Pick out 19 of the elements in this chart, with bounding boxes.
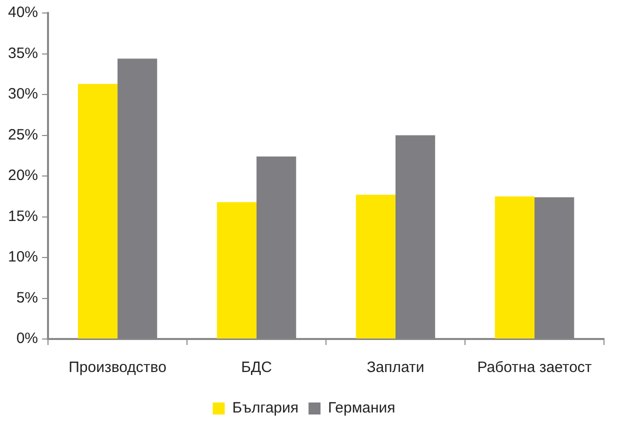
x-tick-label: Работна заетост (477, 359, 592, 376)
bar (356, 194, 396, 338)
y-tick-label: 10% (8, 248, 38, 266)
y-tick-label: 15% (8, 208, 38, 225)
y-tick-label: 20% (8, 167, 38, 184)
x-tick-label: БДС (241, 359, 272, 376)
y-tick-label: 30% (8, 86, 38, 103)
y-tick-label: 5% (16, 289, 38, 306)
legend-label: Германия (328, 400, 396, 417)
x-tick-label: Заплати (366, 359, 424, 376)
y-tick-label: 25% (8, 126, 38, 144)
y-tick-label: 40% (8, 4, 38, 22)
legend-label: България (232, 400, 299, 417)
bar (216, 202, 257, 338)
bar (494, 196, 535, 338)
bar (78, 84, 118, 338)
y-tick-label: 0% (16, 330, 38, 348)
x-tick-label: Производство (68, 359, 166, 376)
y-tick-label: 35% (8, 44, 38, 62)
